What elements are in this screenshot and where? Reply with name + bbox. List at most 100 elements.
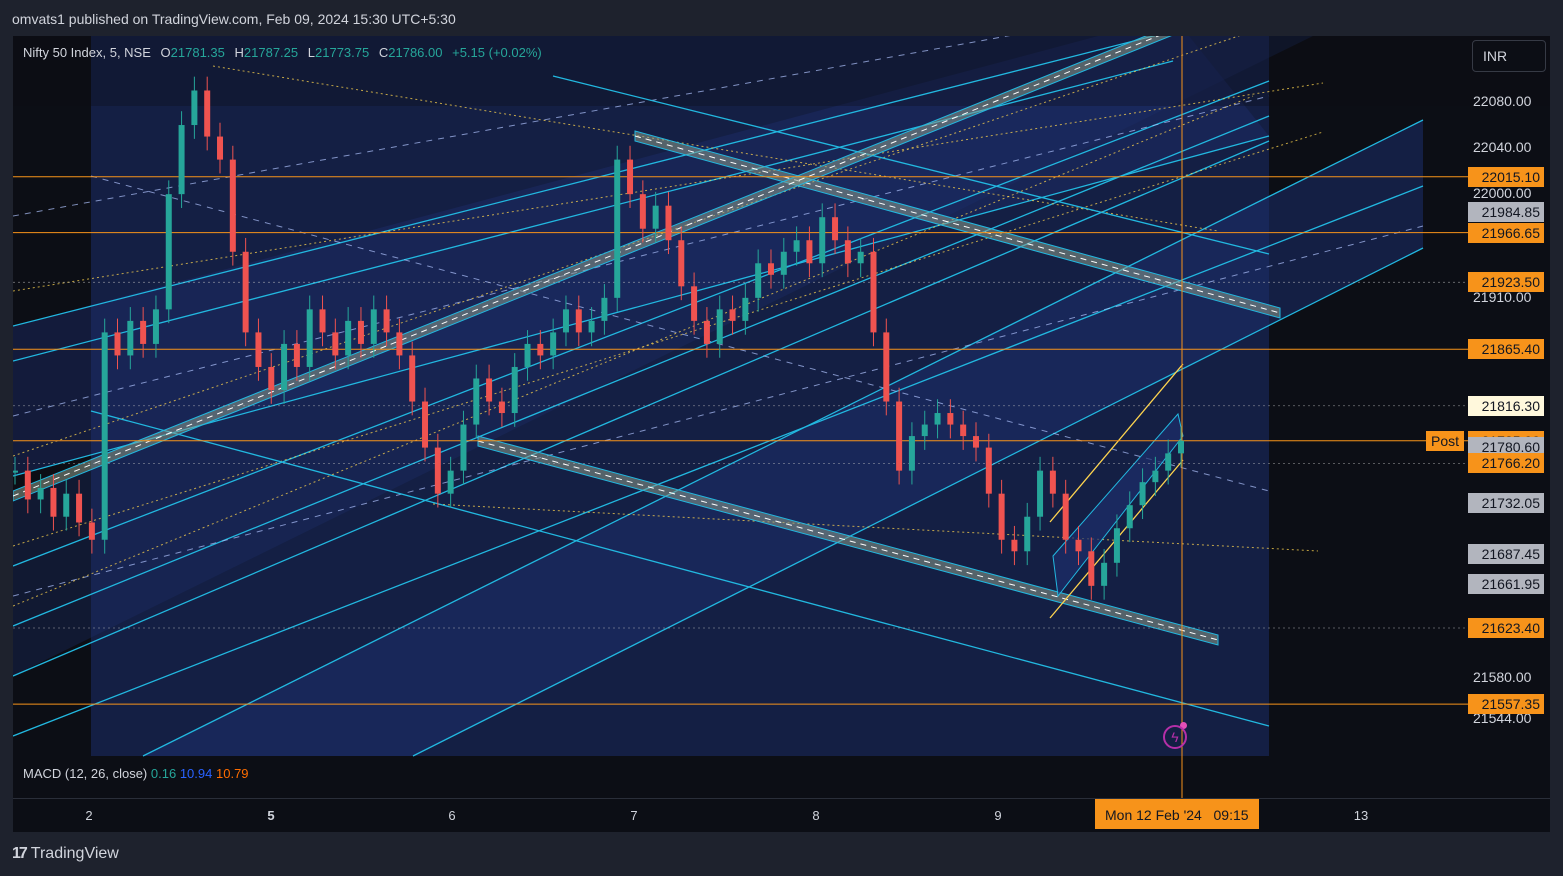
channel-line-2 [13, 135, 1270, 477]
candle-body-0 [13, 470, 18, 473]
candle-body-22 [293, 343, 300, 367]
lower-trend-band [477, 435, 1219, 646]
tradingview-logo-icon: 17 [12, 845, 28, 862]
price-tag-8: 21780.60 [1468, 436, 1544, 457]
candle-body-9 [127, 320, 134, 356]
currency-button[interactable]: INR [1472, 40, 1546, 72]
close-value: 21786.00 [388, 45, 443, 60]
footer-brand[interactable]: 17 TradingView [12, 845, 119, 863]
candle-body-20 [268, 366, 275, 390]
publisher-bar: omvats1 published on TradingView.com, Fe… [0, 0, 1563, 36]
candle-body-50 [652, 205, 659, 229]
descending-upper-line [552, 75, 1270, 255]
symbol-name: Nifty 50 Index, 5, NSE [23, 45, 151, 60]
upper-trend-band-mid [634, 135, 1281, 314]
candle-body-74 [960, 424, 967, 437]
time-axis[interactable]: 2 5 6 7 8 9 13 Mon 12 Feb '24 09:15 [13, 798, 1550, 832]
low-label: L [307, 45, 315, 60]
candle-body-3 [50, 487, 57, 517]
candle-body-36 [473, 378, 480, 425]
candle-body-44 [575, 309, 582, 333]
candle-body-4 [63, 493, 70, 517]
price-tick-2: 22000.00 [1473, 185, 1532, 202]
open-value: 21781.35 [170, 45, 225, 60]
candle-body-25 [332, 332, 339, 356]
price-tick-4: 21580.00 [1473, 669, 1532, 685]
candle-body-13 [178, 125, 185, 195]
candle-body-54 [703, 320, 710, 344]
price-tag-1: 21984.85 [1468, 201, 1544, 222]
candle-body-41 [537, 343, 544, 356]
chart-panel[interactable]: Nifty 50 Index, 5, NSE O21781.35 H21787.… [13, 36, 1550, 832]
candle-body-15 [204, 90, 211, 137]
candle-body-76 [985, 447, 992, 494]
candle-body-55 [716, 309, 723, 344]
small-channel-fill [1052, 412, 1184, 598]
candle-body-69 [896, 401, 903, 471]
candle-body-85 [1101, 562, 1108, 586]
post-tag: Post [1426, 430, 1464, 451]
price-tag-0: 22015.10 [1468, 166, 1544, 187]
close-label: C [378, 45, 389, 60]
candle-body-67 [870, 251, 877, 333]
candle-body-14 [191, 90, 198, 126]
time-tick-3: 7 [630, 808, 638, 823]
candle-body-12 [165, 194, 172, 310]
candle-body-1 [24, 470, 31, 500]
candle-body-91 [1178, 440, 1184, 454]
dashed-line-1 [13, 95, 1270, 417]
price-tag-10: 21732.05 [1468, 492, 1544, 513]
candle-body-45 [588, 320, 595, 333]
candle-body-11 [152, 309, 159, 344]
price-tick-0: 22080.00 [1473, 93, 1532, 109]
macd-legend: MACD (12, 26, close) 0.16 10.94 10.79 [23, 766, 249, 781]
candle-body-62 [806, 240, 813, 264]
candle-body-32 [422, 401, 429, 448]
candle-body-75 [972, 436, 979, 448]
price-tick-3: 21910.00 [1473, 288, 1532, 305]
candle-body-39 [511, 366, 518, 414]
channel-line-7 [412, 247, 1424, 757]
candle-body-7 [101, 332, 108, 540]
candle-body-37 [486, 378, 493, 402]
dotted-fan-2 [13, 131, 1324, 547]
brand-name: TradingView [30, 845, 119, 862]
candle-body-70 [908, 436, 915, 471]
candle-body-48 [627, 159, 634, 195]
candle-body-61 [793, 240, 800, 252]
time-tick-4: 8 [812, 808, 820, 823]
candle-body-38 [498, 401, 505, 414]
high-value: 21787.25 [243, 45, 299, 60]
candle-body-34 [447, 470, 454, 494]
candle-body-27 [357, 320, 364, 344]
price-tag-12: 21661.95 [1468, 573, 1544, 594]
candle-body-78 [1011, 539, 1018, 552]
candle-body-2 [37, 487, 44, 500]
price-tick-5: 21544.00 [1473, 710, 1532, 727]
candle-body-51 [665, 205, 672, 241]
candle-body-65 [844, 240, 851, 264]
candle-body-18 [242, 251, 249, 333]
candle-body-64 [832, 217, 839, 241]
candle-body-28 [370, 309, 377, 344]
small-channel-upper [1049, 363, 1184, 523]
candle-body-52 [678, 240, 685, 287]
candle-body-56 [729, 309, 736, 321]
lightning-icon[interactable]: ϟ [1163, 725, 1187, 749]
price-chart-svg[interactable] [13, 36, 1550, 798]
time-tick-0: 2 [85, 808, 93, 823]
candle-body-59 [767, 263, 774, 275]
channel-line-8 [13, 185, 1424, 737]
macd-value-3: 10.79 [216, 766, 249, 781]
high-label: H [234, 45, 244, 60]
price-tag-9: 21766.20 [1468, 453, 1544, 474]
time-tick-6: 13 [1353, 808, 1369, 823]
dotted-fan-3 [13, 95, 1254, 607]
candle-body-42 [550, 332, 557, 356]
rising-trend-band [13, 36, 1172, 502]
candle-body-80 [1037, 470, 1044, 517]
candle-body-57 [742, 297, 749, 321]
change-value: +5.15 (+0.02%) [452, 45, 542, 60]
candle-body-10 [140, 320, 147, 344]
